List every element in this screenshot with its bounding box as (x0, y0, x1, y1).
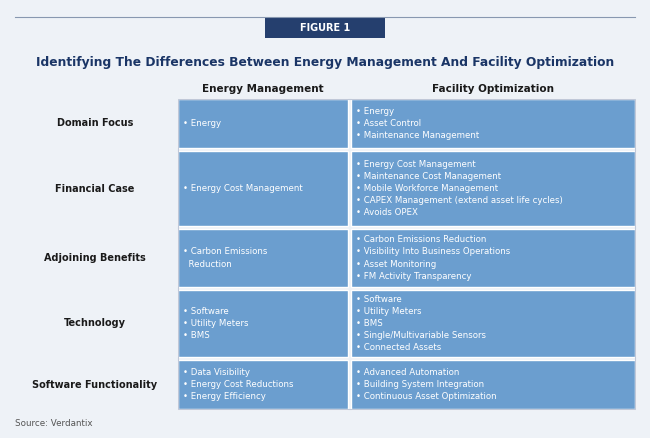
Bar (178, 360, 348, 409)
Text: Source: Verdantix: Source: Verdantix (15, 419, 92, 428)
Bar (351, 99, 635, 148)
Bar (178, 99, 635, 409)
Text: • Energy: • Energy (183, 119, 221, 128)
Text: FIGURE 1: FIGURE 1 (300, 23, 350, 33)
Text: • Data Visibility
• Energy Cost Reductions
• Energy Efficiency: • Data Visibility • Energy Cost Reductio… (183, 368, 294, 401)
Text: • Energy Cost Management
• Maintenance Cost Management
• Mobile Workforce Manage: • Energy Cost Management • Maintenance C… (356, 160, 563, 217)
Text: • Software
• Utility Meters
• BMS
• Single/Multivariable Sensors
• Connected Ass: • Software • Utility Meters • BMS • Sing… (356, 295, 486, 352)
Bar (265, 18, 385, 38)
Text: Facility Optimization: Facility Optimization (432, 84, 554, 94)
Text: Energy Management: Energy Management (202, 84, 324, 94)
Bar (351, 290, 635, 357)
Bar (178, 151, 348, 226)
Bar (351, 360, 635, 409)
Text: Identifying The Differences Between Energy Management And Facility Optimization: Identifying The Differences Between Ener… (36, 56, 614, 69)
Bar (178, 290, 348, 357)
Text: • Advanced Automation
• Building System Integration
• Continuous Asset Optimizat: • Advanced Automation • Building System … (356, 368, 497, 401)
Text: • Energy
• Asset Control
• Maintenance Management: • Energy • Asset Control • Maintenance M… (356, 107, 479, 140)
Text: • Carbon Emissions Reduction
• Visibility Into Business Operations
• Asset Monit: • Carbon Emissions Reduction • Visibilit… (356, 235, 510, 281)
Text: • Energy Cost Management: • Energy Cost Management (183, 184, 303, 193)
Bar (351, 229, 635, 287)
Text: Adjoining Benefits: Adjoining Benefits (44, 253, 146, 263)
Text: Technology: Technology (64, 318, 126, 328)
Text: • Software
• Utility Meters
• BMS: • Software • Utility Meters • BMS (183, 307, 248, 340)
Text: Domain Focus: Domain Focus (57, 119, 133, 128)
Bar (178, 229, 348, 287)
Text: Financial Case: Financial Case (55, 184, 135, 194)
Text: • Carbon Emissions
  Reduction: • Carbon Emissions Reduction (183, 247, 267, 268)
Bar (178, 99, 348, 148)
Text: Software Functionality: Software Functionality (32, 379, 157, 389)
Bar (351, 151, 635, 226)
